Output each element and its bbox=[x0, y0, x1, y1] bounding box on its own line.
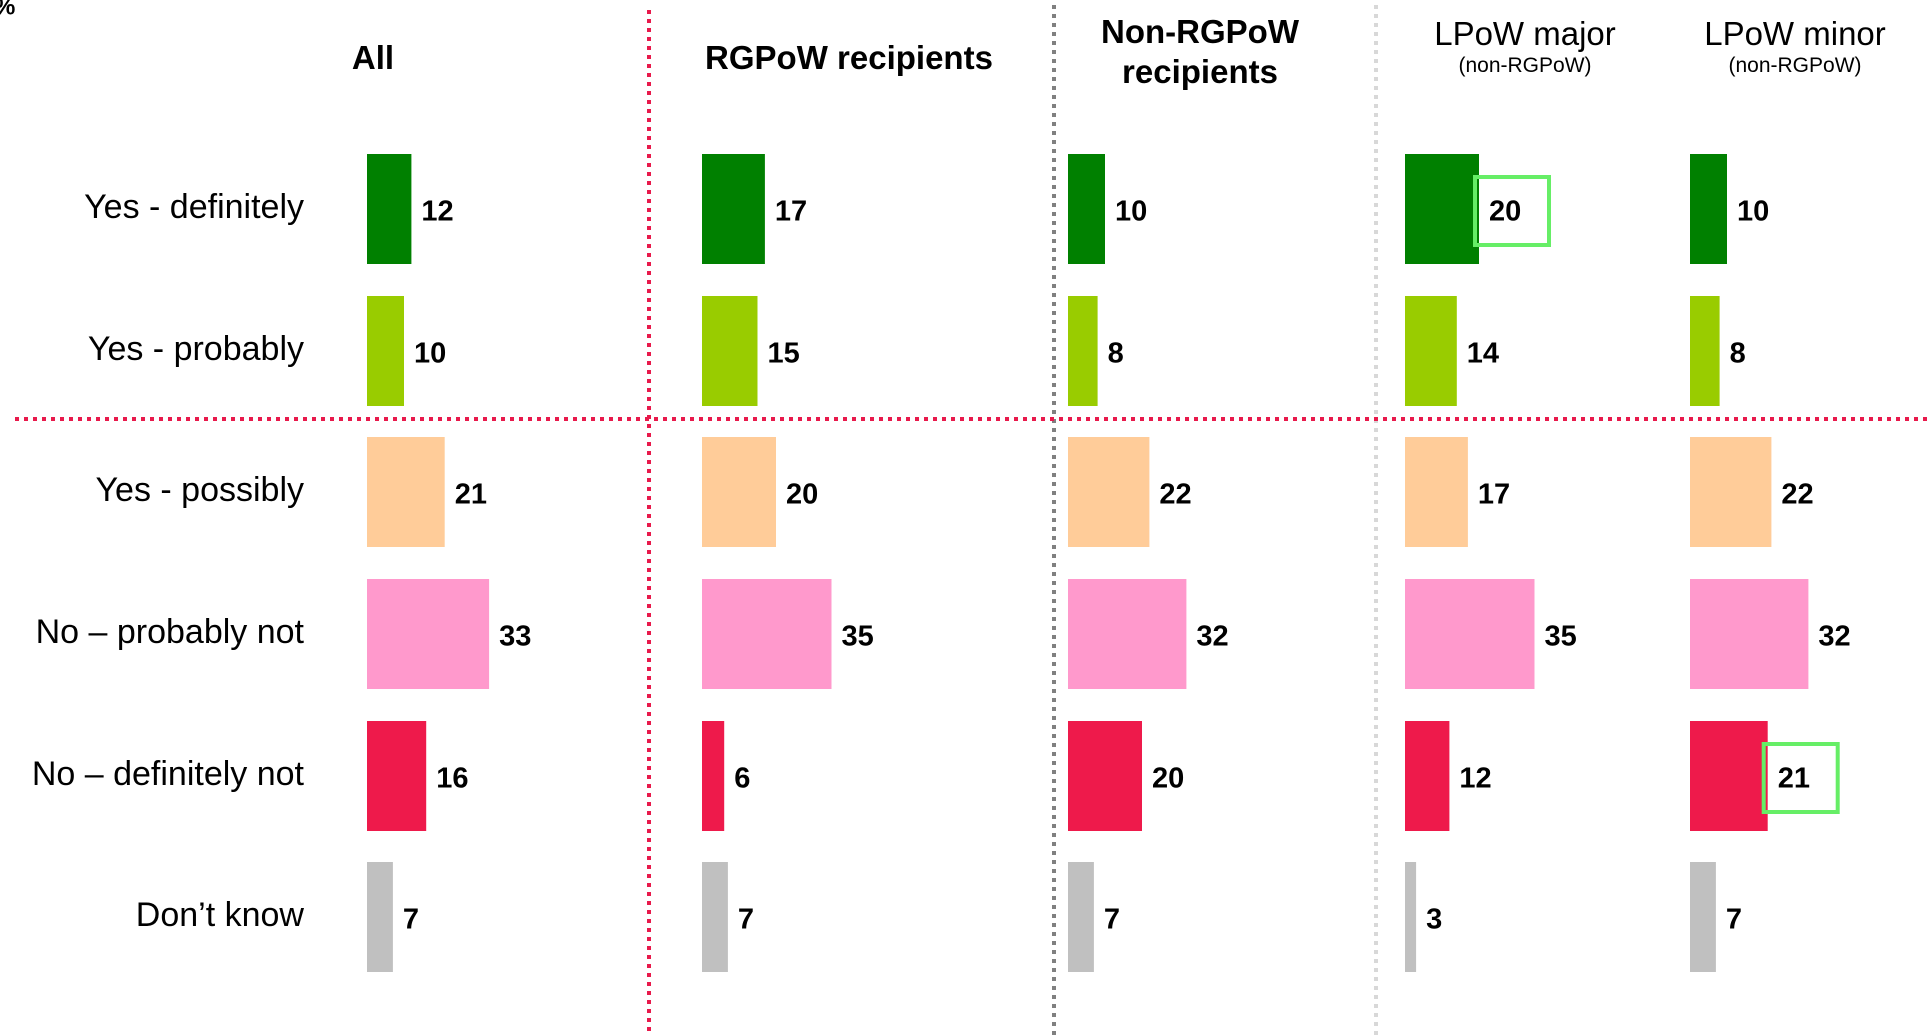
unit-label: % bbox=[0, 0, 15, 20]
value-label: 3 bbox=[1426, 904, 1442, 936]
bar bbox=[367, 437, 445, 547]
column-title: All bbox=[351, 39, 395, 76]
row-label: No – definitely not bbox=[32, 755, 305, 793]
value-label: 7 bbox=[403, 904, 419, 936]
bar bbox=[1405, 437, 1468, 547]
value-label: 7 bbox=[1104, 904, 1120, 936]
value-label: 15 bbox=[768, 338, 800, 370]
value-label: 35 bbox=[1545, 621, 1577, 653]
value-label: 10 bbox=[1737, 196, 1769, 228]
bar bbox=[1068, 579, 1187, 689]
bar bbox=[1690, 154, 1727, 264]
bar bbox=[1405, 721, 1450, 831]
bar bbox=[702, 437, 776, 547]
value-label: 22 bbox=[1781, 479, 1813, 511]
row-label: Yes - probably bbox=[88, 330, 304, 368]
column-title: RGPoW recipients bbox=[705, 39, 993, 76]
value-label: 20 bbox=[1489, 196, 1521, 228]
value-label: 6 bbox=[734, 763, 750, 795]
value-label: 32 bbox=[1196, 621, 1228, 653]
value-label: 7 bbox=[738, 904, 754, 936]
bar bbox=[702, 296, 758, 406]
row-label: Yes - possibly bbox=[95, 471, 304, 509]
column-header: RGPoW recipients bbox=[659, 38, 1039, 78]
column-title: Non-RGPoW recipients bbox=[1101, 13, 1299, 90]
value-label: 35 bbox=[842, 621, 874, 653]
column-header: LPoW major (non-RGPoW) bbox=[1375, 14, 1675, 78]
column-header: All bbox=[173, 38, 573, 78]
bar bbox=[367, 296, 404, 406]
bar bbox=[1405, 579, 1535, 689]
column-title: LPoW major bbox=[1434, 15, 1616, 52]
value-label: 32 bbox=[1818, 621, 1850, 653]
value-label: 20 bbox=[1152, 763, 1184, 795]
column-header: Non-RGPoW recipients bbox=[1075, 12, 1325, 92]
value-label: 10 bbox=[1115, 196, 1147, 228]
bar bbox=[702, 154, 765, 264]
column-subtitle: (non-RGPoW) bbox=[1458, 54, 1592, 77]
value-label: 12 bbox=[421, 196, 453, 228]
highlight-box bbox=[1473, 175, 1551, 247]
value-label: 17 bbox=[1478, 479, 1510, 511]
value-label: 22 bbox=[1159, 479, 1191, 511]
row-label: No – probably not bbox=[36, 613, 305, 651]
bar bbox=[367, 721, 427, 831]
bar bbox=[1068, 437, 1150, 547]
value-label: 10 bbox=[414, 338, 446, 370]
bar bbox=[1690, 721, 1768, 831]
value-label: 20 bbox=[786, 479, 818, 511]
bar bbox=[367, 579, 490, 689]
bar bbox=[1405, 154, 1479, 264]
highlight-box bbox=[1761, 742, 1840, 814]
bar bbox=[702, 862, 728, 972]
value-label: 16 bbox=[436, 763, 468, 795]
bar bbox=[702, 721, 725, 831]
bar bbox=[1068, 862, 1094, 972]
value-label: 21 bbox=[1778, 763, 1810, 795]
bar bbox=[1690, 437, 1772, 547]
value-label: 14 bbox=[1467, 338, 1499, 370]
column-title: LPoW minor bbox=[1704, 15, 1886, 52]
bar bbox=[1068, 296, 1098, 406]
row-label: Don’t know bbox=[136, 896, 305, 934]
bar bbox=[367, 154, 412, 264]
bar bbox=[1405, 296, 1457, 406]
value-label: 17 bbox=[775, 196, 807, 228]
value-label: 33 bbox=[499, 621, 531, 653]
bar bbox=[1068, 154, 1105, 264]
value-label: 8 bbox=[1730, 338, 1746, 370]
bar bbox=[1690, 296, 1720, 406]
value-label: 21 bbox=[455, 479, 487, 511]
column-subtitle: (non-RGPoW) bbox=[1728, 54, 1862, 77]
value-label: 8 bbox=[1108, 338, 1124, 370]
bar bbox=[1068, 721, 1142, 831]
bar bbox=[1690, 862, 1716, 972]
value-label: 7 bbox=[1726, 904, 1742, 936]
bar bbox=[367, 862, 393, 972]
bar bbox=[1690, 579, 1809, 689]
bar bbox=[1405, 862, 1417, 972]
bar bbox=[702, 579, 832, 689]
value-label: 12 bbox=[1459, 763, 1491, 795]
row-label: Yes - definitely bbox=[84, 188, 304, 226]
column-header: LPoW minor (non-RGPoW) bbox=[1665, 14, 1925, 78]
